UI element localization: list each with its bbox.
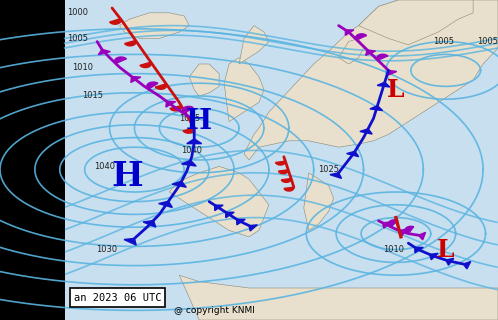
Polygon shape [360, 129, 372, 134]
Polygon shape [237, 219, 245, 225]
Text: L: L [437, 237, 455, 262]
Polygon shape [189, 64, 219, 96]
Text: an 2023 06 UTC: an 2023 06 UTC [74, 292, 161, 303]
Polygon shape [224, 58, 264, 122]
Polygon shape [110, 19, 121, 24]
Polygon shape [249, 225, 257, 231]
Polygon shape [124, 40, 136, 46]
Text: H: H [111, 159, 143, 193]
Polygon shape [347, 151, 359, 157]
Polygon shape [166, 101, 176, 107]
Polygon shape [182, 106, 193, 114]
Polygon shape [120, 13, 189, 38]
Text: 1005: 1005 [433, 37, 454, 46]
Polygon shape [446, 258, 454, 265]
Text: 1005: 1005 [478, 37, 498, 46]
Text: 1010: 1010 [72, 63, 93, 72]
Text: H: H [186, 108, 212, 135]
Polygon shape [278, 170, 288, 174]
Polygon shape [275, 161, 285, 165]
Polygon shape [330, 173, 342, 178]
Text: 1040: 1040 [181, 146, 202, 155]
Polygon shape [244, 0, 498, 160]
Polygon shape [399, 229, 407, 236]
Text: 1035: 1035 [179, 114, 200, 123]
Polygon shape [387, 70, 397, 76]
Polygon shape [415, 247, 423, 253]
Polygon shape [284, 187, 294, 191]
Text: 1025: 1025 [318, 165, 339, 174]
Polygon shape [183, 128, 195, 133]
Polygon shape [388, 220, 398, 227]
Polygon shape [377, 54, 388, 60]
Polygon shape [143, 220, 156, 227]
Polygon shape [370, 106, 382, 110]
Text: 1000: 1000 [67, 8, 88, 17]
Polygon shape [226, 212, 234, 218]
Polygon shape [169, 166, 269, 237]
Polygon shape [430, 253, 438, 260]
Polygon shape [339, 38, 364, 64]
Polygon shape [155, 84, 167, 89]
Polygon shape [281, 179, 291, 182]
Text: @ copyright KNMI: @ copyright KNMI [174, 306, 255, 315]
Bar [65, 0, 498, 320]
Polygon shape [187, 139, 202, 144]
Polygon shape [346, 30, 354, 36]
Text: 1040: 1040 [94, 162, 115, 171]
Polygon shape [304, 173, 334, 230]
Polygon shape [356, 34, 367, 40]
Polygon shape [405, 226, 414, 234]
Polygon shape [131, 76, 141, 83]
Polygon shape [182, 160, 196, 166]
Polygon shape [366, 50, 375, 55]
Polygon shape [98, 49, 111, 55]
Polygon shape [140, 62, 151, 68]
Polygon shape [463, 261, 471, 269]
Polygon shape [359, 0, 473, 45]
Polygon shape [215, 205, 223, 211]
Polygon shape [172, 181, 186, 187]
Text: 1010: 1010 [383, 245, 404, 254]
Polygon shape [159, 201, 172, 207]
Polygon shape [382, 222, 391, 228]
Polygon shape [124, 238, 136, 245]
Polygon shape [179, 275, 498, 320]
Text: L: L [387, 78, 405, 102]
Polygon shape [170, 106, 182, 111]
Polygon shape [147, 82, 158, 89]
Text: 1030: 1030 [97, 245, 118, 254]
Polygon shape [377, 82, 390, 87]
Polygon shape [418, 232, 426, 240]
Text: 1005: 1005 [67, 34, 88, 43]
Text: 1015: 1015 [82, 92, 103, 100]
Polygon shape [115, 57, 126, 63]
Polygon shape [239, 26, 269, 64]
